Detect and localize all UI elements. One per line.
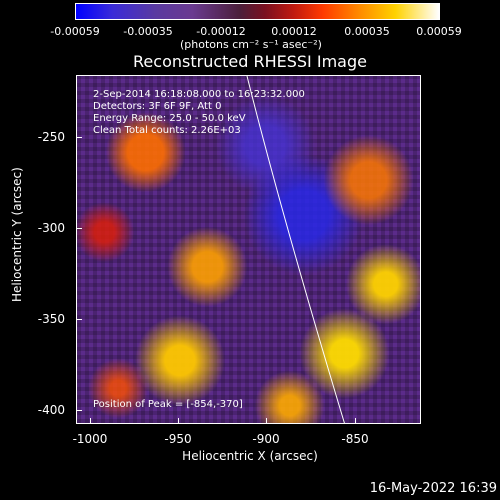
y-axis-label: Heliocentric Y (arcsec) — [10, 167, 24, 302]
colorbar-tick-label: 0.00059 — [416, 25, 462, 38]
colorbar-tick-label: -0.00012 — [196, 25, 246, 38]
x-tick-label: -950 — [164, 432, 192, 446]
info-time-range: 2-Sep-2014 16:18:08.000 to 16:23:32.000 — [93, 89, 305, 100]
colorbar-tick-label: 0.00012 — [271, 25, 317, 38]
colorbar-units: (photons cm⁻² s⁻¹ asec⁻²) — [180, 38, 322, 51]
y-tick-label: -400 — [37, 403, 65, 417]
x-tick-label: -900 — [252, 432, 280, 446]
x-tick-mark — [355, 418, 356, 424]
colorbar — [75, 3, 440, 20]
y-tick-mark — [76, 137, 82, 138]
y-tick-mark — [76, 410, 82, 411]
colorbar-tick-label: -0.00059 — [50, 25, 100, 38]
colorbar-tick-label: 0.00035 — [344, 25, 390, 38]
y-tick-label: -300 — [37, 221, 65, 235]
y-tick-mark — [76, 228, 82, 229]
solar-limb-line — [246, 76, 345, 423]
y-tick-label: -250 — [37, 130, 65, 144]
plot-title: Reconstructed RHESSI Image — [133, 52, 367, 71]
info-detectors: Detectors: 3F 6F 9F, Att 0 — [93, 101, 222, 112]
x-tick-mark — [266, 418, 267, 424]
peak-position-label: Position of Peak = [-854,-370] — [93, 399, 243, 410]
x-axis-label: Heliocentric X (arcsec) — [182, 449, 318, 463]
x-tick-mark — [178, 418, 179, 424]
x-tick-mark — [90, 418, 91, 424]
info-energy-range: Energy Range: 25.0 - 50.0 keV — [93, 113, 246, 124]
y-tick-mark — [76, 319, 82, 320]
colorbar-tick-label: -0.00035 — [123, 25, 173, 38]
x-tick-label: -850 — [341, 432, 369, 446]
image-plot: 2-Sep-2014 16:18:08.000 to 16:23:32.000 … — [76, 75, 421, 424]
info-clean-counts: Clean Total counts: 2.26E+03 — [93, 125, 241, 136]
x-tick-label: -1000 — [72, 432, 108, 446]
y-tick-label: -350 — [37, 312, 65, 326]
timestamp: 16-May-2022 16:39 — [369, 481, 497, 496]
